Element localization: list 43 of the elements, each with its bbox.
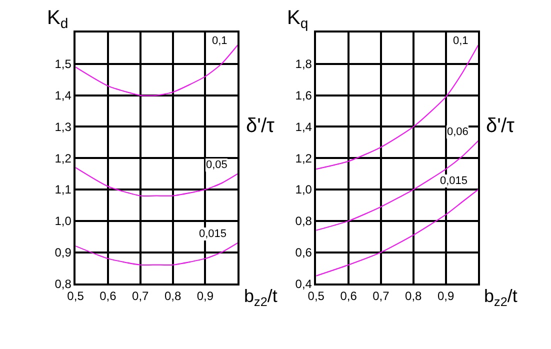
x-tick-label: 0,5	[308, 288, 325, 303]
line-series	[316, 189, 478, 276]
y-tick-label: 1,2	[54, 151, 72, 166]
series-label: 0,1	[212, 35, 228, 47]
x-tick-label: 0,7	[132, 288, 150, 303]
y-tick-label: 0,6	[295, 246, 312, 260]
y-tick-label: 1,5	[54, 57, 72, 72]
y-axis-title: K$_{d}$	[47, 7, 68, 32]
x-tick-label: 0,7	[372, 288, 390, 303]
y-tick-label: 1,0	[295, 182, 312, 197]
y-tick-label: 0,8	[295, 214, 312, 228]
series-label: 0,06	[447, 126, 468, 138]
y-tick-label: 1,4	[54, 88, 72, 103]
y-tick-label: 0,8	[54, 276, 72, 291]
x-tick-label: 0,6	[100, 288, 117, 303]
y-tick-label: 0,4	[295, 276, 312, 291]
x-tick-label: 0,6	[340, 288, 358, 303]
x-tick-label: 0,9	[196, 288, 214, 303]
y-tick-label: 1,4	[295, 120, 312, 134]
series-label: 0,1	[453, 35, 468, 47]
x-tick-label: 0,5	[67, 288, 84, 303]
series-label: 0,015	[440, 175, 468, 187]
y-tick-label: 1,2	[295, 151, 312, 166]
y-tick-label: 1,6	[295, 88, 312, 103]
y-tick-label: 1,1	[54, 182, 72, 197]
x-tick-label: 0,8	[164, 288, 182, 303]
line-series	[76, 44, 238, 96]
series-label: 0,05	[206, 159, 228, 171]
legend-title: δ'/τ	[486, 115, 515, 137]
x-tick-label: 0,9	[437, 288, 454, 303]
line-series	[316, 140, 478, 231]
legend-title: δ'/τ	[246, 115, 275, 137]
x-tick-label: 0,8	[405, 288, 422, 303]
y-tick-label: 1,3	[54, 120, 72, 134]
y-tick-label: 1,8	[295, 57, 312, 72]
y-tick-label: 0,9	[54, 246, 72, 260]
y-tick-label: 1,0	[54, 214, 72, 228]
x-axis-title: b$_{z2}$/t	[244, 286, 278, 309]
series-label: 0,015	[199, 228, 227, 240]
y-axis-title: K$_{q}$	[287, 7, 308, 32]
line-series	[316, 44, 478, 170]
line-series	[76, 242, 238, 266]
x-axis-title: b$_{z2}$/t	[484, 286, 518, 309]
